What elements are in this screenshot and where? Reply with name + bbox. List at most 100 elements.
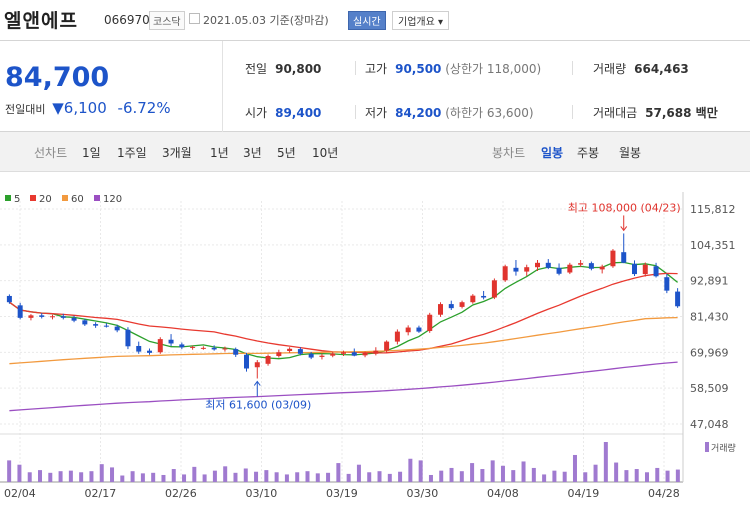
candle-body: [265, 355, 271, 364]
tab-1year[interactable]: 1년: [210, 146, 229, 160]
candle-body: [50, 316, 55, 318]
candle-body: [632, 263, 637, 275]
volume-bar: [367, 472, 372, 482]
candle-body: [351, 352, 357, 356]
candle-body: [394, 331, 400, 342]
volume-bar: [418, 460, 423, 482]
tab-daily[interactable]: 일봉: [541, 146, 564, 160]
volume-value: 664,463: [634, 62, 689, 76]
volume-bar: [79, 472, 84, 482]
volume-bar: [284, 474, 289, 482]
y-tick-label: 47,048: [690, 418, 729, 431]
tab-monthly[interactable]: 월봉: [619, 146, 642, 160]
legend-swatch: [30, 195, 36, 201]
stock-header: 엘앤에프 066970 코스닥 2021.05.03 기준(장마감) 실시간 기…: [0, 0, 750, 40]
candle-body: [125, 329, 131, 347]
chart-period-tabs: 선차트 1일 1주일 3개월 1년 3년 5년 10년 봉차트 일봉 주봉 월봉: [0, 132, 750, 172]
candle-body: [222, 348, 228, 350]
candle-body: [157, 339, 163, 353]
max-annotation: 최고 108,000 (04/23): [568, 201, 681, 214]
candle-body: [448, 304, 454, 309]
as-of-date: 2021.05.03 기준(장마감): [203, 14, 329, 27]
candle-body: [114, 326, 120, 331]
low-price: 저가 84,200 (하한가 63,600): [365, 104, 534, 121]
volume-bar: [500, 465, 505, 482]
volume-bar: [274, 472, 279, 482]
volume-bar: [490, 460, 495, 482]
volume-bar: [68, 470, 73, 482]
candle-body: [599, 266, 605, 270]
tab-10year[interactable]: 10년: [312, 146, 339, 160]
realtime-button[interactable]: 실시간: [348, 11, 386, 30]
tab-3year[interactable]: 3년: [243, 146, 262, 160]
trade-value-label: 거래대금: [593, 106, 638, 120]
volume-bar: [511, 470, 516, 482]
volume-bar: [202, 474, 207, 482]
volume-bar: [542, 474, 547, 482]
volume-bar: [223, 466, 228, 482]
tab-5year[interactable]: 5년: [277, 146, 296, 160]
change-label: 전일대비: [5, 103, 46, 116]
candle-body: [103, 325, 109, 327]
volume-bar: [346, 473, 351, 482]
candle-body: [588, 263, 594, 269]
candle-body: [502, 266, 508, 281]
candle-body: [308, 353, 314, 358]
tab-3month[interactable]: 3개월: [162, 146, 192, 160]
candle-body: [642, 264, 648, 275]
y-tick-label: 104,351: [690, 239, 736, 252]
volume-bar: [521, 461, 526, 482]
tab-weekly[interactable]: 주봉: [577, 146, 600, 160]
company-info-dropdown[interactable]: 기업개요 ▾: [392, 11, 449, 30]
tab-line-chart[interactable]: 선차트: [34, 146, 68, 160]
price-summary: 84,700 전일대비 ▼6,100 -6.72% 전일 90,800 고가 90,…: [0, 40, 750, 133]
volume-bar: [387, 473, 392, 482]
volume-bar: [603, 442, 608, 482]
volume-bar: [315, 473, 320, 482]
legend-swatch: [5, 195, 11, 201]
tab-1week[interactable]: 1주일: [117, 146, 147, 160]
legend-swatch: [94, 195, 100, 201]
volume-bar: [428, 474, 433, 482]
volume-bar: [182, 474, 187, 482]
candle-body: [60, 316, 66, 318]
y-tick-label: 81,430: [690, 311, 729, 324]
candle-body: [545, 262, 551, 268]
x-tick-label: 04/08: [487, 487, 519, 500]
candle-body: [147, 350, 152, 353]
candle-body: [524, 267, 530, 272]
volume-bar: [130, 471, 135, 482]
candle-body: [319, 355, 325, 357]
volume-bar: [212, 470, 217, 482]
legend-label: 20: [39, 194, 52, 205]
candle-body: [373, 350, 379, 354]
x-tick-label: 03/19: [326, 487, 358, 500]
prev-close-value: 90,800: [275, 62, 322, 76]
candle-body: [567, 264, 573, 273]
volume-bar: [89, 471, 94, 482]
summary-divider: [222, 41, 223, 133]
candle-body: [578, 263, 584, 265]
volume-bar: [531, 467, 536, 482]
volume-bar: [48, 472, 53, 482]
candle-body: [470, 295, 476, 303]
tab-candle-chart[interactable]: 봉차트: [492, 146, 526, 160]
candle-body: [459, 302, 465, 307]
volume-bar: [120, 475, 125, 482]
max-arrowhead: [620, 226, 628, 232]
low-value: 84,200: [395, 106, 442, 120]
volume-bar: [161, 474, 166, 482]
volume-bar: [140, 473, 145, 482]
high-price: 고가 90,500 (상한가 118,000): [365, 60, 541, 77]
candle-body: [491, 280, 497, 298]
volume-legend-label: 거래량: [711, 442, 736, 454]
ma5-line: [9, 261, 679, 360]
candle-body: [416, 327, 422, 332]
tab-1day[interactable]: 1일: [82, 146, 101, 160]
ma120-line: [9, 361, 678, 412]
volume-bar: [151, 472, 156, 482]
candle-body: [556, 267, 562, 274]
candle-body: [330, 353, 336, 356]
candle-body: [179, 344, 185, 348]
change-percent: -6.72%: [117, 99, 171, 117]
